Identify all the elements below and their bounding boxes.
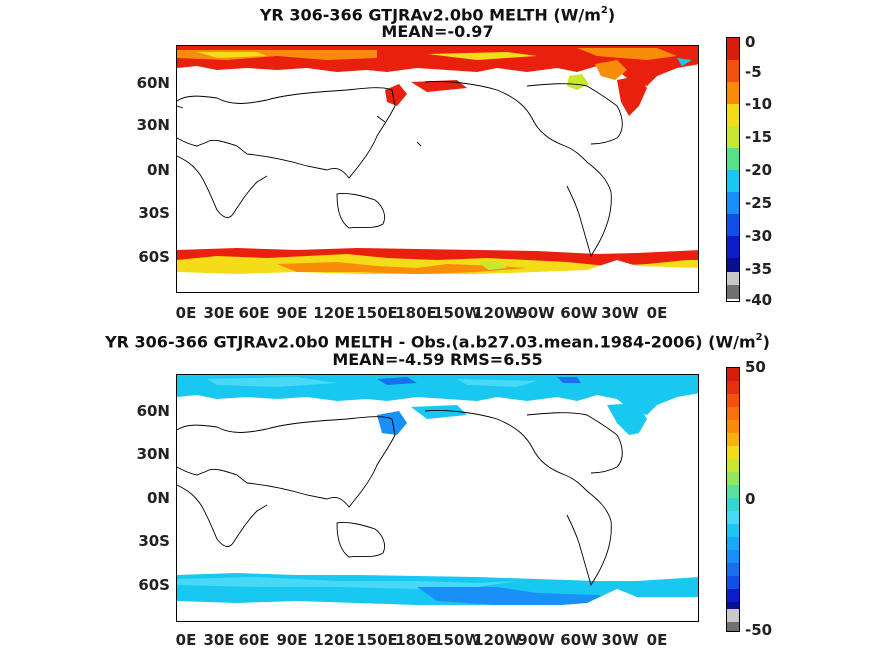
panel2-map <box>176 374 699 622</box>
panel1-greenland <box>595 60 627 80</box>
panel2-lon-label: 30W <box>601 631 639 649</box>
panel1-cbar-label-4: -20 <box>745 161 773 179</box>
panel2-lat-60n: 60N <box>136 402 170 420</box>
panel2-title: YR 306-366 GTJRAv2.0b0 MELTH - Obs.(a.b2… <box>0 329 875 351</box>
panel1-coastlines <box>177 81 623 258</box>
panel1-arctic-orange2 <box>577 48 677 60</box>
panel1-arctic-yellow <box>197 52 537 60</box>
panel1-cbar-label-0: 0 <box>745 33 756 51</box>
panel2-lat-0n: 0N <box>147 489 170 507</box>
panel1-map <box>176 45 699 293</box>
panel2-coastlines <box>177 410 623 587</box>
panel1-okhotsk <box>385 84 407 106</box>
panel1-title-sup: 2 <box>600 5 608 16</box>
panel2-southern-blue <box>417 587 627 605</box>
panel2-lat-30s: 30S <box>138 532 170 550</box>
panel2-arctic-blue <box>377 377 581 385</box>
panel1-cbar-label-6: -30 <box>745 227 773 245</box>
panel1-lon-label: 120W <box>473 304 521 322</box>
panel2-title-close: ) <box>762 332 770 352</box>
panel1-lon-label: 30E <box>203 304 235 322</box>
panel2-lon-label: 150E <box>356 631 398 649</box>
panel1-lon-label: 0E <box>646 304 668 322</box>
panel1-arctic-cyan <box>677 58 692 66</box>
panel2-arctic <box>177 375 698 415</box>
panel2-antarctica <box>177 589 698 621</box>
panel1-southern-lime <box>477 260 507 270</box>
panel2-southern-light <box>177 577 517 589</box>
panel1-southern-orange <box>277 262 527 274</box>
panel1-bering <box>411 80 467 92</box>
panel2-lat-30n: 30N <box>136 445 170 463</box>
panel1-cbar-label-3: -15 <box>745 128 773 146</box>
panel2-lon-label: 180E <box>395 631 437 649</box>
panel2-lon-label: 0E <box>646 631 668 649</box>
panel2-lon-label: 90E <box>276 631 308 649</box>
panel1-cbar-label-8: -40 <box>745 291 773 309</box>
panel1-lat-60s: 60S <box>138 248 170 266</box>
panel2-lon-label: 60W <box>560 631 598 649</box>
panel2-mean: MEAN=-4.59 RMS=6.55 <box>332 350 543 369</box>
panel1-lon-label: 90W <box>517 304 555 322</box>
panel2-lon-label: 120W <box>473 631 521 649</box>
panel2-cbar-label-0: 0 <box>745 490 756 508</box>
panel2-lon-label: 60E <box>238 631 270 649</box>
panel1-lon-label: 150E <box>356 304 398 322</box>
panel2-cbar-label-m50: -50 <box>745 621 773 639</box>
panel2-lon-label: 120E <box>313 631 355 649</box>
panel1-lon-label: 90E <box>276 304 308 322</box>
panel2-arctic-light <box>207 377 537 387</box>
panel2-lon-label: 30E <box>203 631 235 649</box>
panel1-lat-60n: 60N <box>136 74 170 92</box>
panel2-lon-label: 90W <box>517 631 555 649</box>
panel1-cbar-label-1: -5 <box>745 63 762 81</box>
panel1-title: YR 306-366 GTJRAv2.0b0 MELTH (W/m2) <box>0 2 875 24</box>
panel2-bering <box>411 405 467 419</box>
panel1-lon-label: 180E <box>395 304 437 322</box>
panel2-lon-label: 0E <box>175 631 197 649</box>
panel1-lon-label: 60W <box>560 304 598 322</box>
panel1-title-text: YR 306-366 GTJRAv2.0b0 MELTH (W/m <box>259 5 601 25</box>
panel2-title-sup: 2 <box>755 332 763 343</box>
panel2-map-svg <box>177 375 698 621</box>
panel2-title-text: YR 306-366 GTJRAv2.0b0 MELTH - Obs.(a.b2… <box>105 332 756 352</box>
panel1-title-close: ) <box>607 5 616 25</box>
panel1-lon-label: 0E <box>175 304 197 322</box>
panel2-lat-60s: 60S <box>138 576 170 594</box>
panel2-okhotsk <box>377 411 407 435</box>
panel1-cbar-label-2: -10 <box>745 95 773 113</box>
panel1-mean: MEAN=-0.97 <box>381 22 494 41</box>
panel1-lat-30s: 30S <box>138 204 170 222</box>
panel1-lon-label: 150W <box>433 304 481 322</box>
panel1-lon-label: 120E <box>313 304 355 322</box>
panel2-lon-label: 150W <box>433 631 481 649</box>
panel1-lon-label: 60E <box>238 304 270 322</box>
panel1-lon-label: 30W <box>601 304 639 322</box>
panel2-labrador <box>607 403 647 435</box>
panel1-hudson <box>567 74 589 90</box>
panel2-colorbar <box>726 367 740 632</box>
panel1-colorbar <box>726 37 740 302</box>
panel1-map-svg <box>177 46 698 292</box>
panel1-cbar-label-7: -35 <box>745 260 773 278</box>
panel1-antarctica <box>177 260 698 292</box>
panel2-cbar-label-50: 50 <box>745 358 766 376</box>
panel1-labrador <box>617 76 647 116</box>
panel1-lat-0n: 0N <box>147 161 170 179</box>
panel1-cbar-label-5: -25 <box>745 194 773 212</box>
panel1-lat-30n: 30N <box>136 116 170 134</box>
